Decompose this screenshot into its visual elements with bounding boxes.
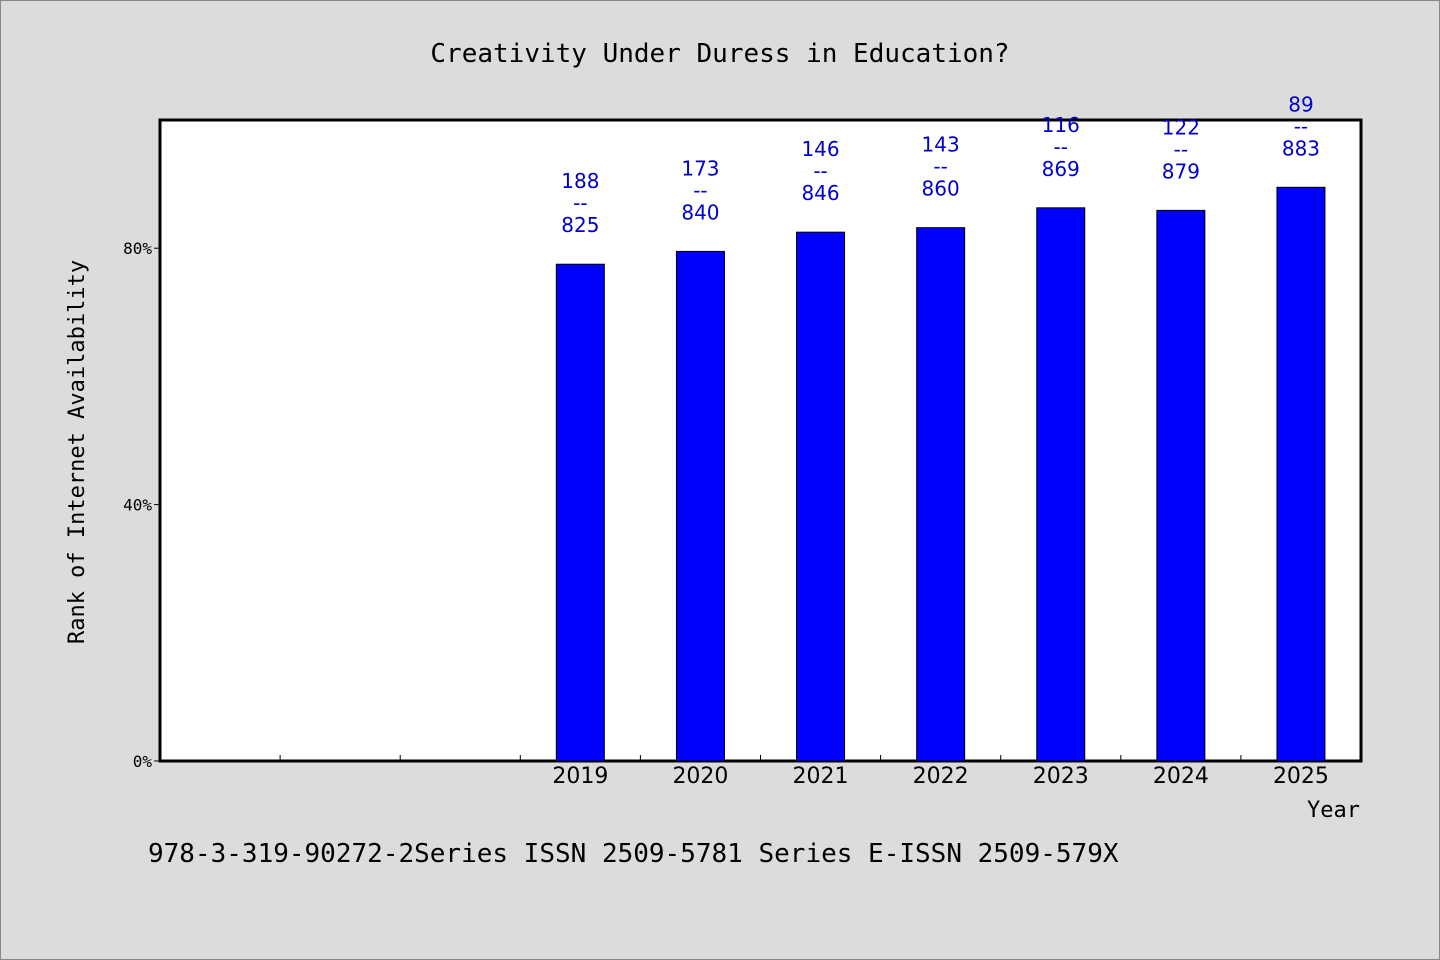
data-label: 146	[801, 137, 839, 161]
y-axis: 0% 40% 80%	[123, 239, 160, 771]
bar-2019	[555, 263, 605, 762]
y-tick-label: 80%	[123, 239, 152, 258]
x-axis: 2019 2020 2021 2022 2023 2024 2025	[279, 755, 1329, 789]
bar-2023	[1036, 207, 1086, 762]
bar-2022	[916, 227, 966, 762]
bar-2021	[796, 231, 846, 762]
data-label: 188	[561, 169, 599, 193]
bar-series	[555, 186, 1326, 762]
x-tick-label: 2019	[552, 764, 608, 789]
data-label: 116	[1042, 113, 1080, 137]
y-tick-label: 40%	[123, 496, 152, 515]
data-label: 173	[681, 156, 719, 180]
bar-2024	[1156, 209, 1206, 762]
bar-2025	[1276, 186, 1326, 762]
data-label: 122	[1162, 115, 1200, 139]
data-label: --	[1054, 135, 1068, 159]
data-label: --	[693, 178, 707, 202]
data-label: --	[573, 191, 587, 215]
x-tick-label: 2020	[672, 764, 728, 789]
data-label: 846	[801, 181, 839, 205]
data-label: 883	[1282, 136, 1320, 160]
bar-2020	[675, 250, 725, 762]
data-labels: 188--825173--840146--846143--860116--869…	[561, 92, 1320, 237]
data-label: 840	[681, 200, 719, 224]
data-label: --	[1294, 114, 1308, 138]
chart-title: Creativity Under Duress in Education?	[430, 39, 1009, 69]
data-label: --	[813, 159, 827, 183]
x-tick-label: 2022	[913, 764, 969, 789]
x-tick-label: 2021	[793, 764, 849, 789]
x-tick-label: 2023	[1033, 764, 1089, 789]
data-label: 143	[922, 133, 960, 157]
y-tick-label: 0%	[133, 752, 153, 771]
data-label: 860	[922, 177, 960, 201]
data-label: 825	[561, 213, 599, 237]
data-label: 869	[1042, 157, 1080, 181]
data-label: 89	[1288, 92, 1313, 116]
y-axis-label: Rank of Internet Availability	[65, 260, 90, 644]
footer-text: 978-3-319-90272-2Series ISSN 2509-5781 S…	[148, 839, 1119, 869]
x-axis-label: Year	[1307, 798, 1360, 823]
data-label: 879	[1162, 159, 1200, 183]
x-tick-label: 2024	[1153, 764, 1209, 789]
data-label: --	[933, 155, 947, 179]
data-label: --	[1174, 137, 1188, 161]
x-tick-label: 2025	[1273, 764, 1329, 789]
